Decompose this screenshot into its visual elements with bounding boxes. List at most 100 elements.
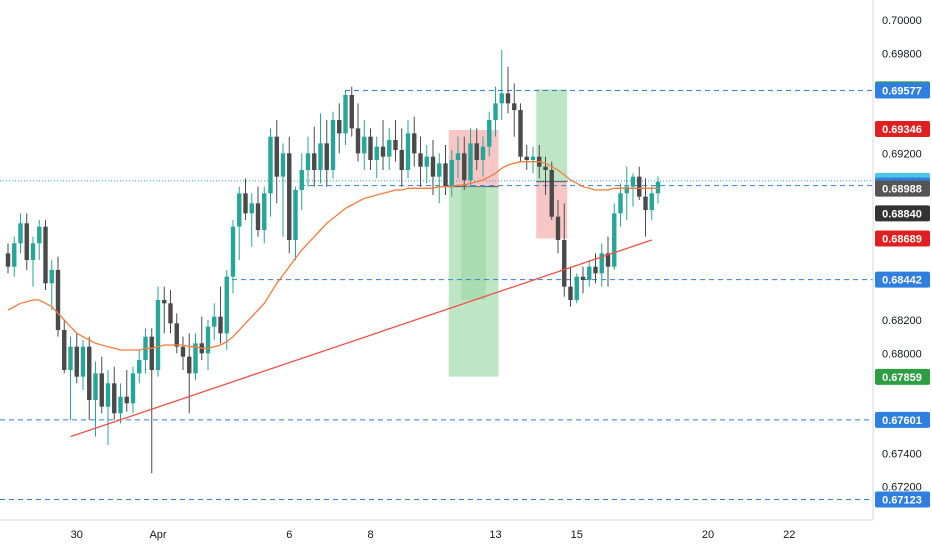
candle-body	[212, 316, 217, 327]
candle-body	[568, 286, 573, 300]
candle-body	[399, 150, 404, 170]
price-badge: 0.68442	[875, 271, 930, 288]
candle-body	[418, 153, 423, 167]
price-badge-bg	[875, 180, 930, 197]
candle-body	[218, 316, 223, 334]
candle-body	[487, 120, 492, 147]
candle-body	[262, 193, 267, 230]
price-badge: 0.69346	[875, 121, 930, 137]
candle-body	[155, 300, 161, 370]
candle-body	[162, 300, 167, 304]
candle-body	[24, 223, 29, 260]
price-badge-text: 0.67601	[882, 415, 922, 427]
candle-body	[637, 176, 642, 197]
price-badge-bg	[875, 271, 930, 288]
time-tick: 15	[571, 529, 583, 541]
candle-body	[468, 143, 473, 180]
candle-body	[237, 193, 242, 227]
candle-body	[593, 266, 598, 274]
price-tick: 0.67200	[882, 482, 922, 494]
candle-body	[37, 226, 42, 244]
moving-average-line	[7, 161, 658, 351]
candle-body	[405, 133, 411, 170]
candle-body	[287, 153, 292, 240]
price-badge-text: 0.68988	[882, 184, 922, 196]
candle-body	[343, 95, 348, 134]
candle-body	[330, 120, 336, 170]
candle-body	[555, 216, 561, 240]
price-badge-text: 0.69577	[882, 86, 922, 98]
candle-body	[368, 136, 373, 160]
price-badge: 0.68840	[875, 205, 930, 222]
price-axis[interactable]: 0.70000 0.69800 0.69200 0.68200 0.68000 0.674…	[882, 15, 922, 494]
candlestick-series	[5, 50, 661, 474]
price-badge-text: 0.68689	[882, 234, 922, 246]
price-badge: 0.67601	[875, 411, 930, 428]
candle-body	[587, 266, 592, 280]
candle-body	[355, 128, 361, 154]
candle-body	[580, 276, 586, 280]
candle-body	[43, 226, 48, 284]
candle-body	[374, 146, 379, 160]
candle-body	[112, 383, 117, 414]
price-badge-text: 0.69346	[882, 124, 922, 136]
candle-body	[612, 213, 617, 267]
candle-body	[424, 156, 429, 167]
candle-body	[55, 270, 61, 330]
price-labels: 0.695840.695770.693460.690350.690060.689…	[875, 81, 930, 508]
candle-body	[649, 193, 654, 210]
candle-body	[362, 136, 367, 154]
price-tick: 0.69800	[882, 48, 922, 60]
price-badge: 0.68988	[875, 180, 930, 197]
candle-body	[62, 330, 67, 370]
price-tick: 0.67400	[882, 448, 922, 460]
time-tick: 30	[71, 529, 83, 541]
price-badge: 0.67859	[875, 368, 930, 385]
candle-body	[124, 396, 129, 404]
candle-body	[30, 243, 36, 260]
price-badge-bg	[875, 368, 930, 385]
candle-body	[443, 163, 448, 187]
time-tick: 13	[489, 529, 501, 541]
candle-body	[80, 346, 86, 377]
candle-body	[99, 373, 104, 407]
candle-body	[462, 153, 467, 180]
price-tick: 0.68200	[882, 315, 922, 327]
candle-body	[105, 383, 111, 407]
price-badge-bg	[875, 121, 930, 137]
candle-body	[68, 346, 73, 370]
candle-body	[380, 146, 386, 157]
candle-body	[280, 153, 286, 177]
candle-body	[137, 360, 142, 374]
candle-body	[437, 163, 442, 177]
candle-body	[599, 253, 604, 274]
candle-body	[180, 346, 186, 357]
price-badge-bg	[875, 491, 930, 508]
candle-body	[174, 323, 179, 347]
candle-body	[224, 276, 229, 334]
candle-body	[305, 153, 311, 170]
candle-body	[230, 226, 236, 277]
time-tick: Apr	[149, 529, 166, 541]
price-tick: 0.68000	[882, 348, 922, 360]
price-badge-bg	[875, 230, 930, 247]
candle-body	[518, 110, 523, 157]
candle-body	[549, 170, 554, 217]
candle-body	[455, 153, 461, 160]
candle-body	[430, 156, 436, 177]
inner-profit-zone	[461, 186, 486, 300]
candle-body	[605, 253, 611, 267]
candle-body	[493, 103, 498, 120]
price-badge-text: 0.67123	[882, 495, 922, 507]
candle-body	[168, 303, 173, 324]
time-axis[interactable]: 30 Apr 6 8 13 15 20 22	[71, 529, 796, 541]
price-badge-text: 0.68840	[882, 208, 922, 220]
price-badge-bg	[875, 82, 930, 99]
time-tick: 6	[286, 529, 292, 541]
candle-body	[74, 346, 79, 377]
candle-body	[530, 156, 536, 160]
time-tick: 20	[702, 529, 714, 541]
horizontal-levels	[0, 90, 873, 500]
candle-body	[193, 343, 198, 374]
